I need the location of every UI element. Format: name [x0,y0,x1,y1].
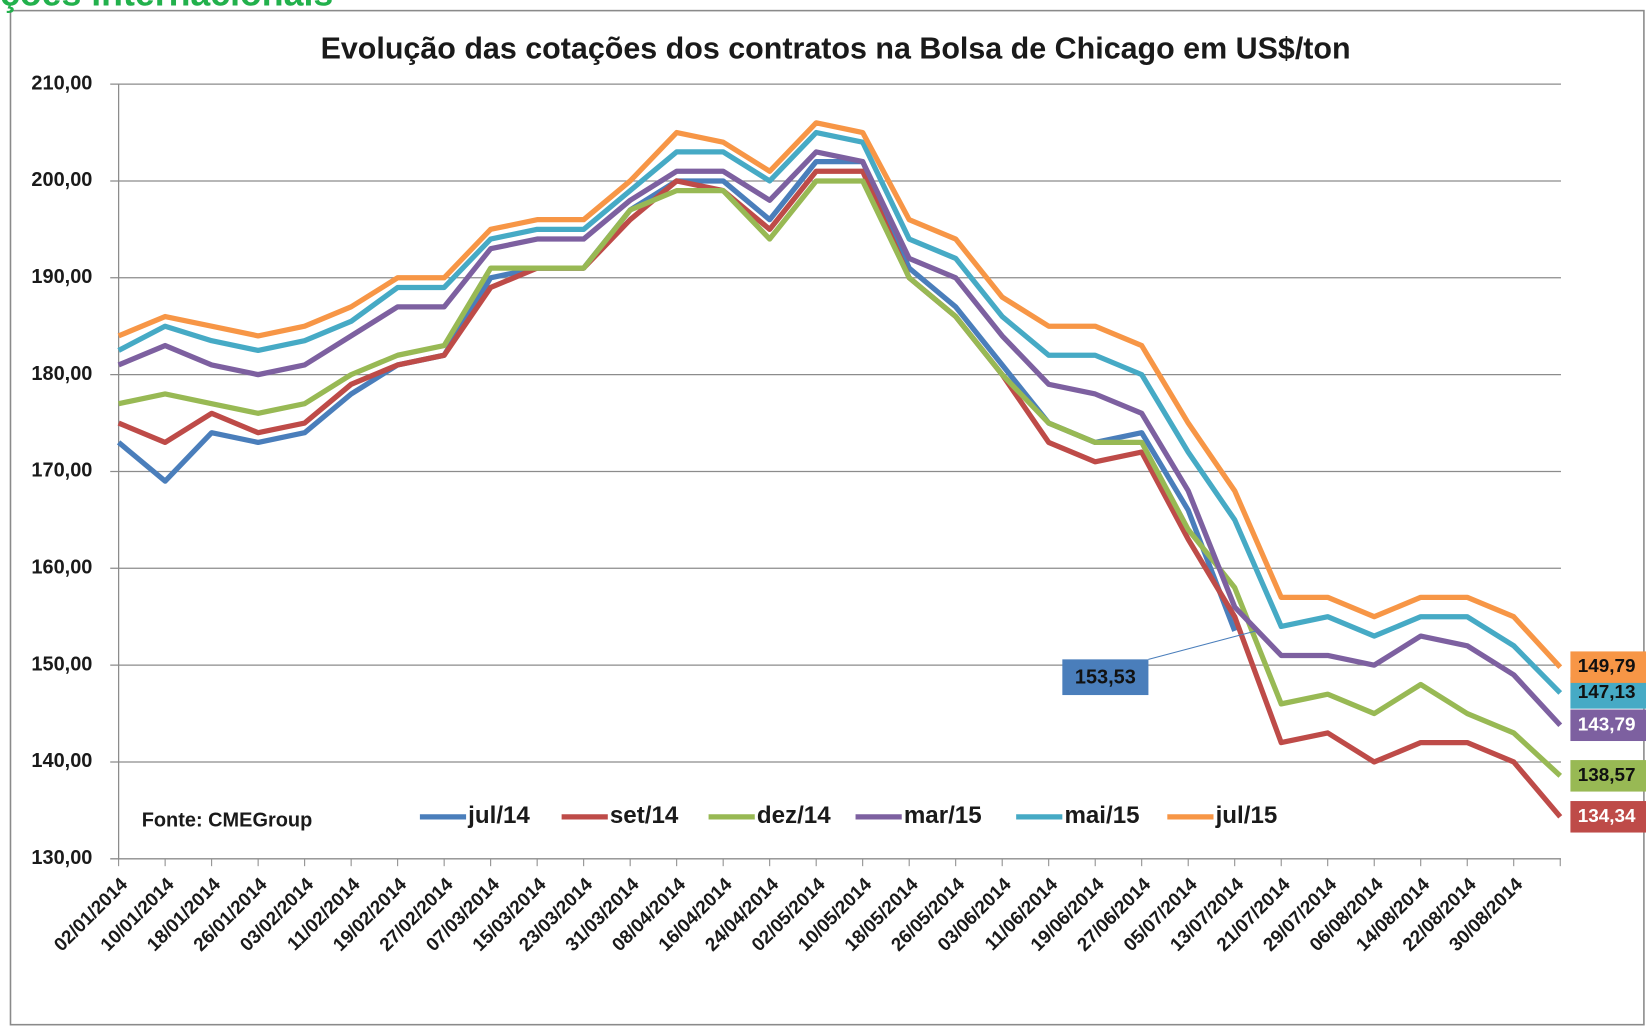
value-label-box [1570,709,1646,742]
series-line [118,178,1563,778]
legend-label: mar/15 [904,802,982,829]
value-label: 134,34 [1578,806,1636,827]
value-label-box [1570,760,1646,792]
y-tick-label: 150,00 [31,653,92,675]
series-line [117,120,1563,669]
y-tick-label: 180,00 [31,363,92,385]
y-tick-label: 210,00 [31,72,92,94]
legend-item: mai/15 [1016,802,1140,829]
value-label: 147,13 [1578,682,1636,703]
value-label: 149,79 [1578,656,1636,677]
page-heading: ções internacionais [0,0,333,13]
legend-label: dez/14 [757,802,831,829]
y-tick-label: 190,00 [31,266,92,288]
value-label: 143,79 [1578,714,1636,735]
legend-label: jul/14 [467,802,530,829]
y-tick-label: 200,00 [31,169,92,191]
series-line [117,168,1563,819]
value-label-box [1062,659,1149,696]
value-label: 153,53 [1075,667,1136,689]
value-label-box [1570,801,1646,833]
legend-label: jul/15 [1215,802,1278,829]
y-tick-label: 170,00 [31,460,92,482]
legend-item: jul/14 [419,802,530,829]
value-label: 138,57 [1578,765,1636,786]
legend-item: jul/15 [1167,802,1277,829]
legend-label: set/14 [610,802,679,829]
source-note: Fonte: CMEGroup [142,809,313,831]
series-line [117,149,1563,728]
series-line [117,129,1563,695]
y-tick-label: 160,00 [31,557,92,579]
y-tick-label: 130,00 [31,847,92,869]
y-tick-label: 140,00 [31,750,92,772]
value-label-box [1570,651,1646,683]
legend-item: dez/14 [708,802,831,829]
legend-item: mar/15 [855,802,982,829]
chart-title: Evolução das cotações dos contratos na B… [321,32,1351,66]
legend-label: mai/15 [1064,802,1139,829]
value-label-leader [1148,630,1256,660]
legend-item: set/14 [561,802,679,829]
